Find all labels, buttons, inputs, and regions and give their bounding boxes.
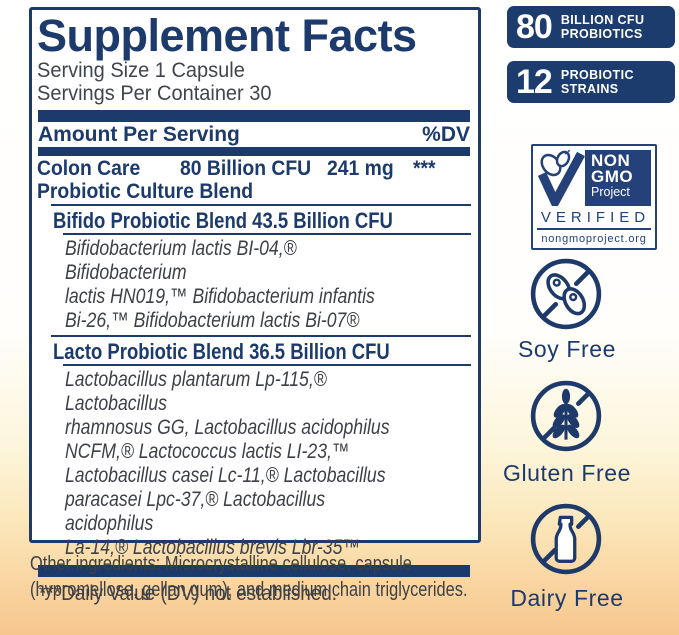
dairy-free-label: Dairy Free [510,585,624,611]
bifido-strains-text: Bifidobacterium lactis BI-04,® Bifidobac… [65,237,375,332]
dv-footnote: ***Daily Value (DV) not established. [39,582,337,605]
strains-badge-label: PROBIOTIC STRAINS [560,68,634,96]
servings-per-container-line: Servings Per Container 30 [37,82,471,105]
thin-rule [63,233,471,235]
thin-rule [51,335,471,337]
serving-size-line: Serving Size 1 Capsule [37,59,471,82]
servings-per-container-text: Servings Per Container 30 [37,81,272,105]
soybean-crossed-icon [529,257,603,331]
nongmo-seal: NON GMO Project VERIFIED nongmoproject.o… [531,144,657,250]
verified-label: VERIFIED [537,206,651,230]
amount-per-serving-header: Amount Per Serving [38,123,240,146]
ingredient-name-line2: Probiotic Culture Blend [37,179,254,203]
nongmo-wordmark: NON GMO Project [585,150,651,206]
strains-badge: 12 PROBIOTIC STRAINS [507,61,675,103]
ingredient-amount: 80 Billion CFU [180,156,312,180]
serving-size-text: Serving Size 1 Capsule [37,58,245,82]
panel-title: Supplement Facts [37,10,417,61]
bifido-blend-header: Bifido Probiotic Blend 43.5 Billion CFU [53,208,393,233]
divider-bar-top [38,110,470,122]
cfu-badge: 80 BILLION CFU PROBIOTICS [507,6,675,48]
milk-bottle-crossed-icon [529,502,603,576]
other-ingredients-text: Other ingredients: Microcrystalline cell… [30,552,468,601]
cfu-badge-label: BILLION CFU PROBIOTICS [560,13,645,41]
soy-free-label: Soy Free [517,336,617,362]
ingredient-name: Colon Care [37,156,141,180]
ingredient-dv: *** [413,156,436,180]
thin-rule [63,364,471,366]
wheat-crossed-icon [529,379,603,453]
cfu-badge-number: 80 [516,7,553,46]
divider-bar-bottom [38,565,470,577]
strains-badge-number: 12 [516,62,553,101]
lacto-strains-block: Lactobacillus plantarum Lp-115,® Lactoba… [37,367,471,561]
gluten-free-label: Gluten Free [502,460,632,486]
dv-header: %DV [422,123,470,146]
lacto-blend-header: Lacto Probiotic Blend 36.5 Billion CFU [53,339,390,364]
lacto-strains-text: Lactobacillus plantarum Lp-115,® Lactoba… [65,368,390,559]
supplement-facts-panel: Supplement Facts Serving Size 1 Capsule … [29,7,481,605]
bifido-strains-block: Bifidobacterium lactis BI-04,® Bifidobac… [37,236,471,334]
colon-care-row: Colon Care 80 Billion CFU 241 mg *** [37,157,471,180]
other-ingredients-block: Other ingredients: Microcrystalline cell… [30,551,670,603]
divider-bar-mid [38,147,470,156]
butterfly-checkmark-icon [537,149,585,213]
thin-rule [51,204,471,206]
ingredient-weight: 241 mg [327,156,394,180]
amount-per-serving-row: Amount Per Serving %DV [37,122,471,147]
nongmo-url: nongmoproject.org [541,233,647,245]
